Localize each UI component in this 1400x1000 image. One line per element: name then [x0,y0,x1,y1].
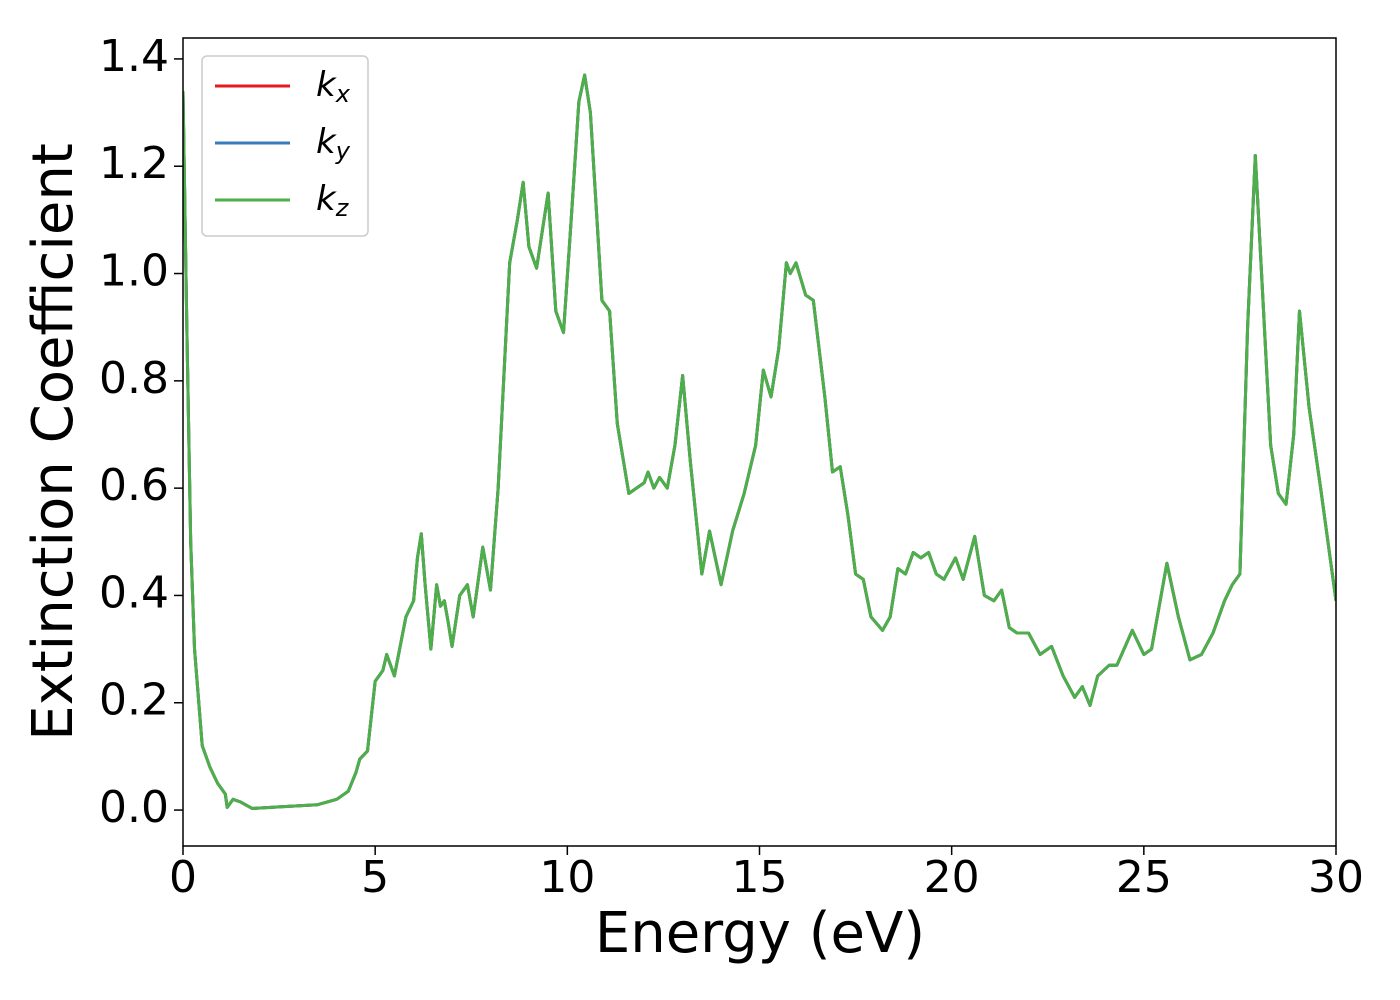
x-tick-label: 25 [1116,852,1172,903]
legend-label: kx [316,65,351,109]
y-tick-label: 1.0 [99,246,169,297]
legend-box [201,55,369,237]
y-tick-label: 0.4 [99,567,169,618]
y-tick-label: 0.0 [99,782,169,833]
x-tick-label: 5 [361,852,389,903]
x-tick-label: 15 [732,852,788,903]
legend-label: kz [316,179,350,223]
plot-frame [182,37,1337,847]
y-axis-label: Extinction Coefficient [21,143,86,741]
x-tick-label: 20 [924,852,980,903]
series-line [183,73,1336,810]
x-tick-label: 30 [1308,852,1364,903]
x-tick-label: 0 [169,852,197,903]
x-axis-label: Energy (eV) [595,901,925,966]
y-tick-label: 0.8 [99,353,169,404]
y-tick-label: 0.6 [99,460,169,511]
y-tick-label: 0.2 [99,675,169,726]
y-tick-label: 1.2 [99,138,169,189]
y-tick-label: 1.4 [99,31,169,82]
legend-label: ky [316,122,351,166]
x-tick-label: 10 [539,852,595,903]
